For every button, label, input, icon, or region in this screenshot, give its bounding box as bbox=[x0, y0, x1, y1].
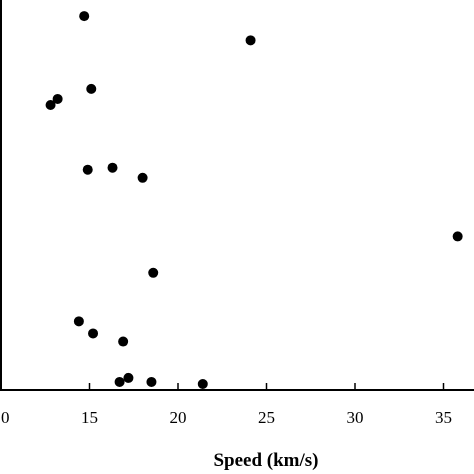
data-point bbox=[45, 100, 56, 111]
data-point bbox=[452, 231, 463, 242]
x-tick-label: 25 bbox=[258, 408, 275, 427]
data-point bbox=[123, 372, 134, 383]
x-axis-label: Speed (km/s) bbox=[213, 450, 318, 471]
data-point bbox=[73, 316, 84, 327]
data-point bbox=[82, 164, 93, 175]
data-points bbox=[45, 11, 463, 389]
data-point bbox=[148, 267, 159, 278]
data-point bbox=[197, 378, 208, 389]
data-point bbox=[79, 11, 90, 22]
data-point bbox=[137, 172, 148, 183]
data-point bbox=[114, 376, 125, 387]
data-point bbox=[52, 93, 63, 104]
axes bbox=[0, 0, 474, 391]
x-tick-label: 20 bbox=[170, 408, 187, 427]
data-point bbox=[245, 35, 256, 46]
x-ticks: 10 15 20 25 30 35 bbox=[0, 383, 452, 427]
data-point bbox=[118, 336, 129, 347]
data-point bbox=[88, 328, 99, 339]
x-tick-label: 15 bbox=[81, 408, 98, 427]
x-tick-label: 35 bbox=[435, 408, 452, 427]
x-tick-label: 30 bbox=[347, 408, 364, 427]
data-point bbox=[86, 83, 97, 94]
data-point bbox=[146, 376, 157, 387]
data-point bbox=[107, 162, 118, 173]
x-tick-label: 10 bbox=[0, 408, 10, 427]
